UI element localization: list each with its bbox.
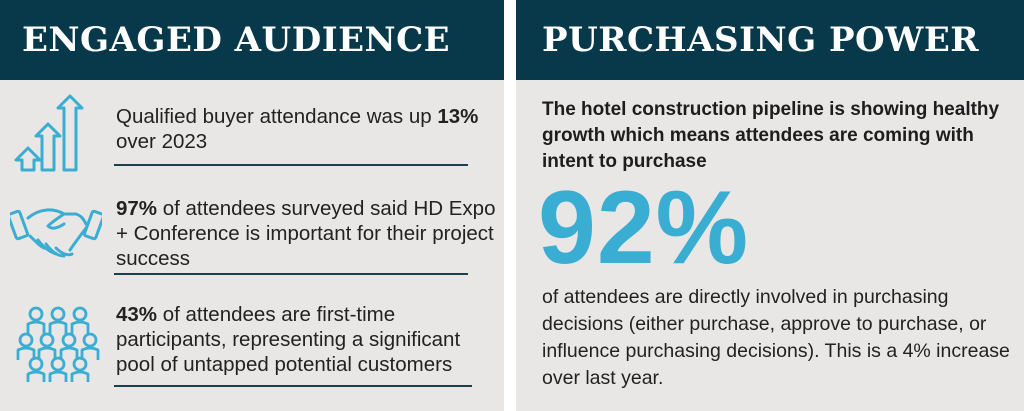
big-stat-number: 92% [538, 170, 750, 286]
divider [114, 164, 468, 166]
purchasing-power-header: PURCHASING POWER [516, 0, 1024, 80]
engaged-audience-title: ENGAGED AUDIENCE [22, 20, 451, 60]
engaged-audience-panel: ENGAGED AUDIENCE Qualified buyer attenda… [0, 0, 504, 411]
engaged-audience-header: ENGAGED AUDIENCE [0, 0, 504, 80]
divider [114, 385, 472, 387]
stat-highlight: 43% [116, 303, 158, 326]
stat-first-time-participants: 43% of attendees are first-time particip… [0, 290, 504, 411]
stat-qualified-buyers: Qualified buyer attendance was up 13% ov… [0, 80, 504, 172]
stat-qualified-buyers-text: Qualified buyer attendance was up 13% ov… [116, 105, 479, 153]
stat-project-success: 97% of attendees surveyed said HD Expo +… [0, 180, 504, 290]
stat-highlight: 97% [116, 197, 158, 220]
purchasing-body: of attendees are directly involved in pu… [542, 286, 1010, 389]
purchasing-power-panel: PURCHASING POWER The hotel construction … [516, 0, 1024, 411]
people-group-icon [16, 306, 100, 382]
purchasing-power-title: PURCHASING POWER [542, 20, 979, 60]
purchasing-intro: The hotel construction pipeline is showi… [542, 99, 1000, 172]
stat-project-success-text: 97% of attendees surveyed said HD Expo +… [116, 197, 496, 270]
arrows-up-icon [14, 94, 84, 172]
handshake-icon [10, 208, 102, 258]
stat-first-time-participants-text: 43% of attendees are first-time particip… [116, 303, 461, 376]
divider [114, 273, 468, 275]
stat-highlight: 13% [437, 105, 479, 128]
